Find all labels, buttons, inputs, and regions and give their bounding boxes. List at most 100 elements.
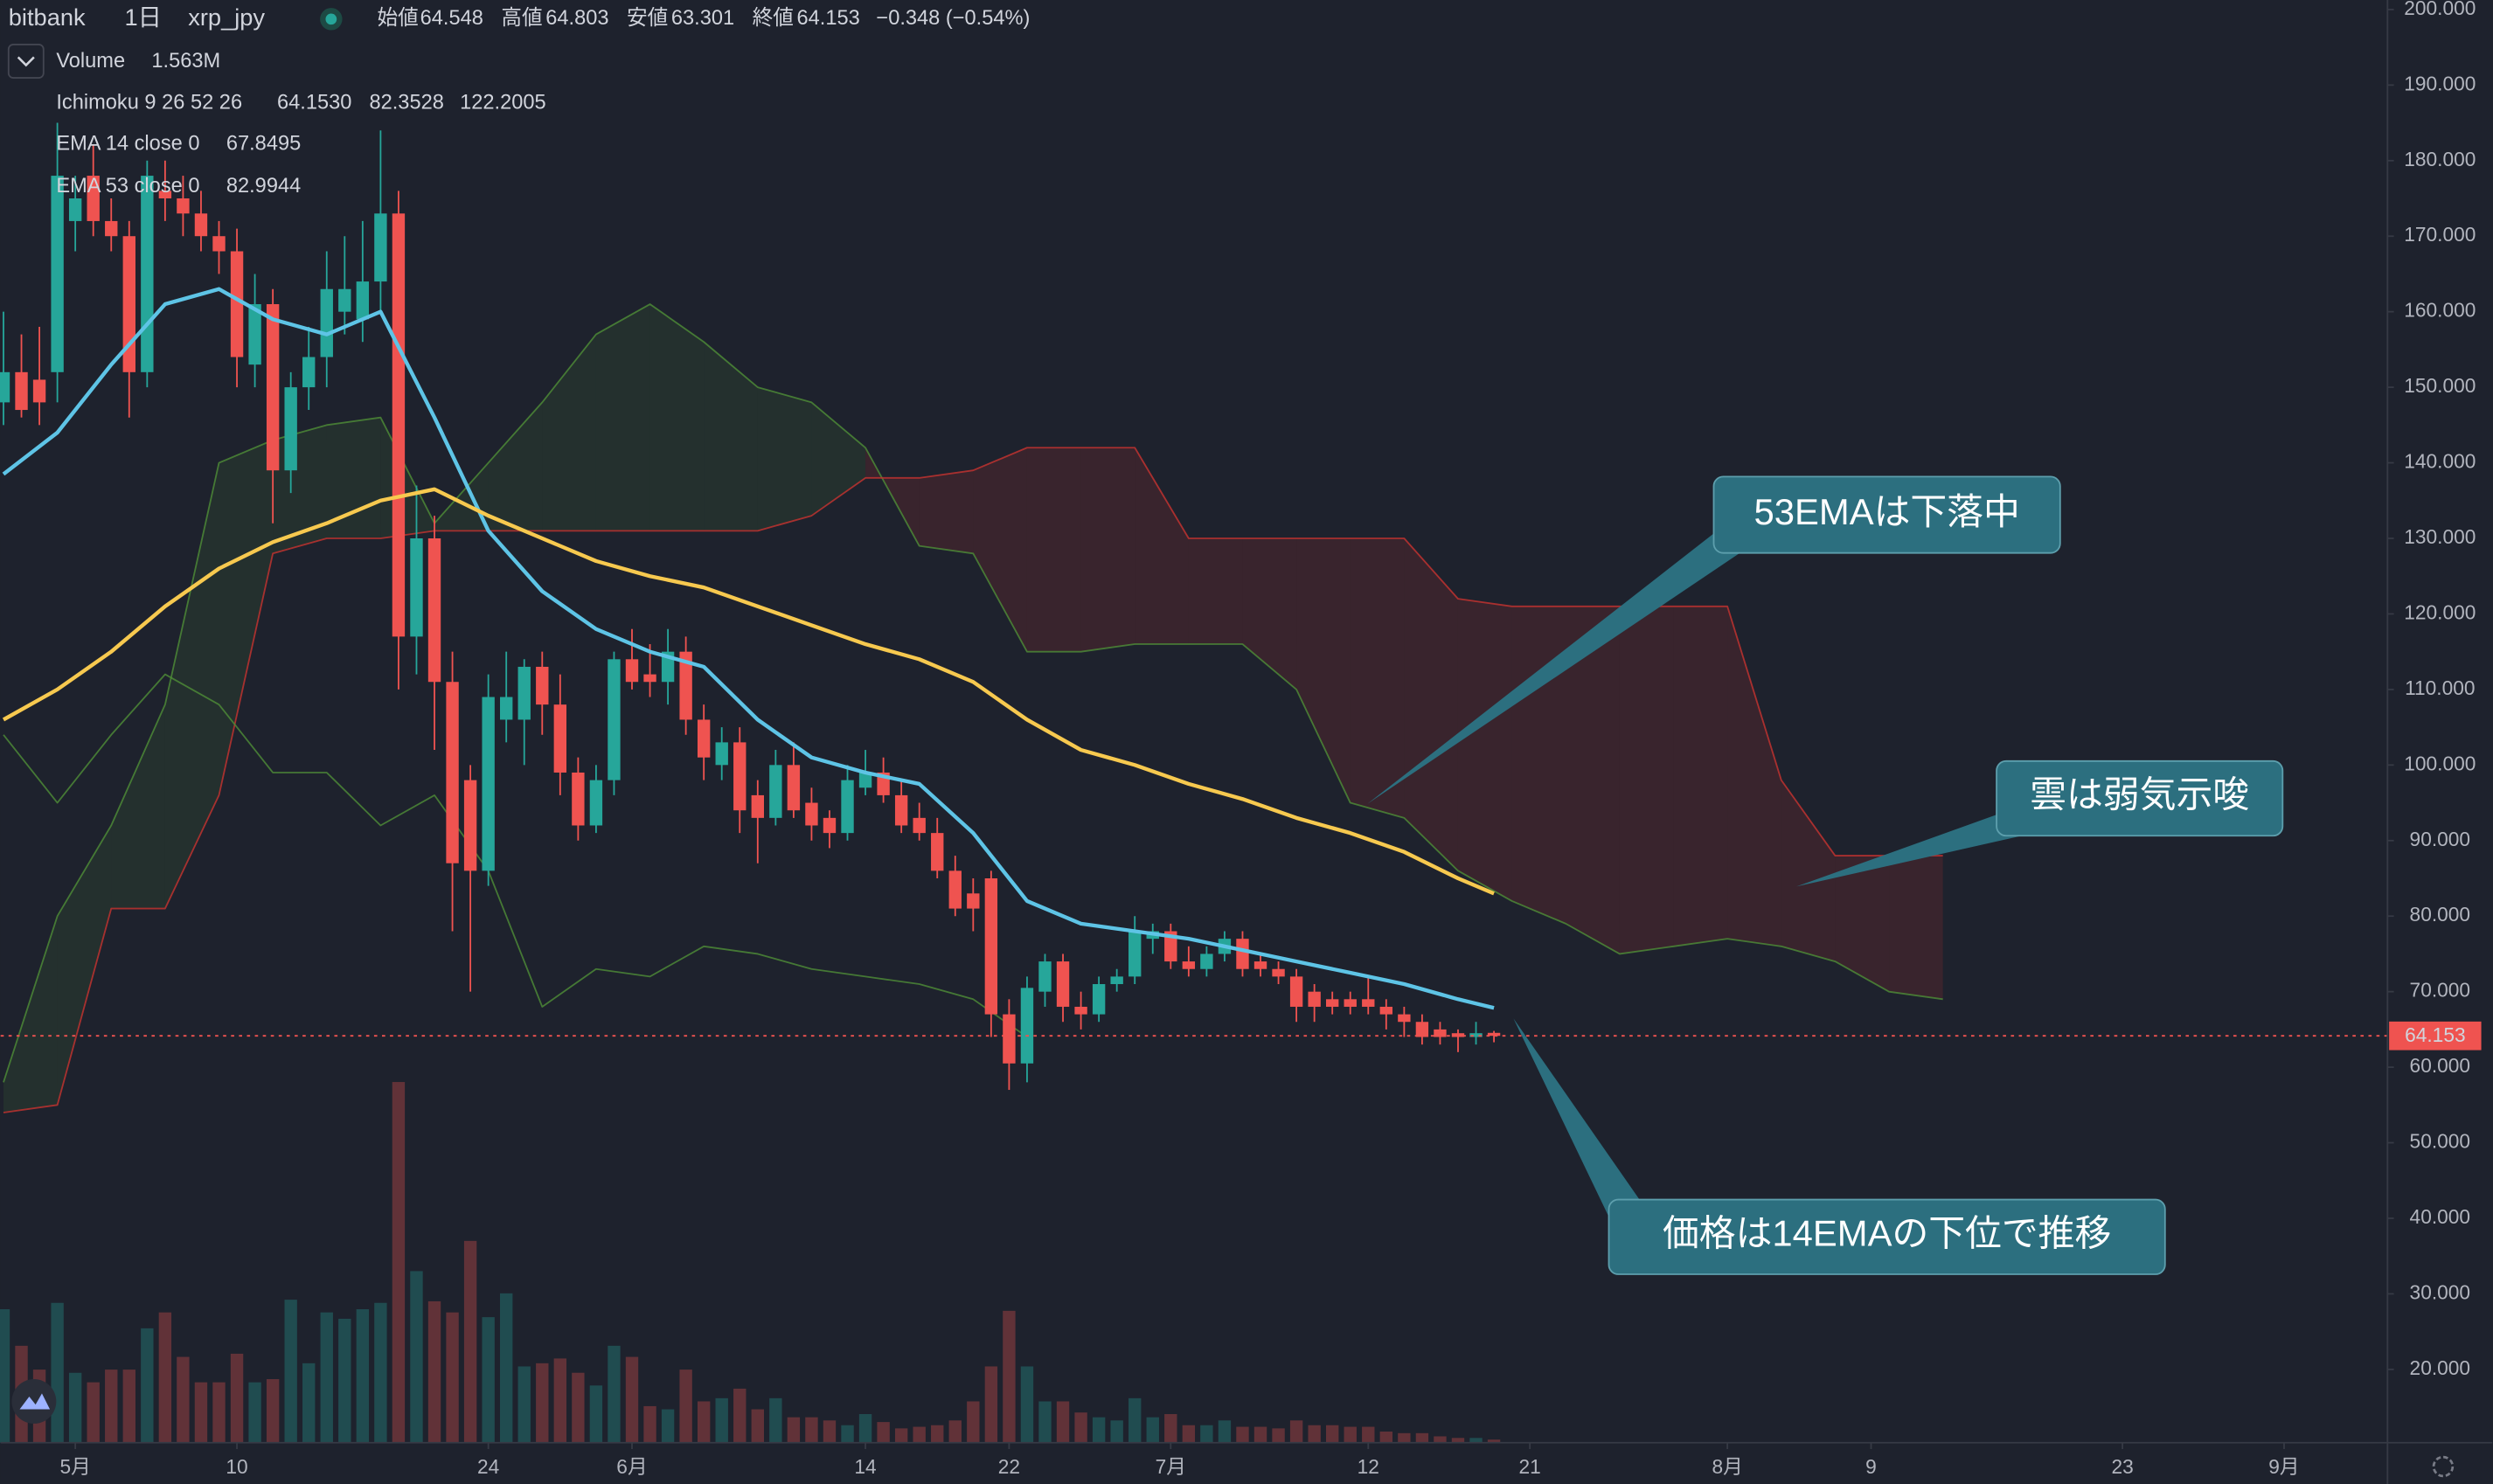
candle-body — [1253, 961, 1267, 969]
volume-bar — [1164, 1414, 1177, 1443]
candle-body — [141, 176, 154, 372]
volume-bar — [194, 1382, 208, 1443]
logo[interactable] — [11, 1379, 57, 1424]
volume-bar — [68, 1372, 82, 1443]
candle-body — [302, 357, 316, 388]
candle-body — [392, 213, 406, 637]
interval[interactable]: 1日 — [125, 3, 162, 31]
candle-body — [1056, 961, 1070, 1007]
volume-bar — [500, 1293, 513, 1443]
candle-body — [517, 666, 531, 720]
volume-bar — [51, 1302, 64, 1443]
cloud-segment — [595, 304, 650, 531]
volume-bar — [1308, 1425, 1321, 1443]
volume-bar — [302, 1363, 316, 1443]
y-tick-label: 160.000 — [2404, 299, 2476, 322]
symbol[interactable]: xrp_jpy — [188, 3, 265, 31]
volume-bar — [212, 1382, 226, 1443]
volume-bar — [158, 1312, 172, 1443]
cloud-segment — [1026, 447, 1081, 652]
cloud-segment — [1619, 606, 1674, 954]
y-tick-label: 100.000 — [2404, 752, 2476, 774]
candle-body — [715, 742, 728, 766]
logo-mark — [19, 1393, 51, 1410]
candle-body — [410, 537, 423, 637]
x-tick-label: 24 — [477, 1455, 499, 1478]
candle-body — [1487, 1032, 1501, 1037]
candle-body — [894, 794, 908, 826]
volume-bar — [230, 1353, 244, 1443]
candle-body — [1415, 1022, 1429, 1037]
volume-bar — [1038, 1401, 1052, 1443]
candle-body — [32, 379, 46, 403]
candle-body — [769, 765, 782, 818]
candle-body — [1236, 939, 1249, 969]
volume-bar — [1092, 1417, 1106, 1443]
volume-bar — [733, 1388, 747, 1443]
volume-bar — [284, 1300, 297, 1443]
candle-body — [0, 371, 10, 403]
close-value: 64.153 — [797, 7, 860, 30]
candle-body — [1110, 976, 1123, 985]
volume-bar — [1110, 1420, 1123, 1443]
volume-bar — [1272, 1428, 1285, 1443]
ichimoku-legend-value: 82.3528 — [369, 91, 443, 114]
ichimoku-layer — [3, 303, 1943, 1113]
y-tick-label: 70.000 — [2410, 979, 2471, 1002]
close-label: 終値 — [753, 6, 794, 30]
candle-body — [338, 288, 351, 312]
candle-body — [643, 674, 656, 683]
volume-bar — [1146, 1417, 1159, 1443]
candle-body — [15, 371, 28, 411]
candle-body — [536, 666, 549, 705]
cloud-segment — [1242, 537, 1297, 690]
y-tick-label: 30.000 — [2410, 1280, 2471, 1303]
candle-body — [1092, 984, 1106, 1015]
volume-bar — [87, 1382, 100, 1443]
candle-body — [1003, 1014, 1016, 1064]
cloud-segment — [1080, 447, 1135, 652]
candle-body — [1182, 961, 1196, 969]
candle-body — [697, 719, 711, 758]
volume-bar — [1218, 1420, 1232, 1443]
candle-body — [482, 697, 495, 871]
volume-bar — [338, 1318, 351, 1443]
candle-body — [356, 281, 370, 320]
candle-body — [194, 213, 208, 237]
volume-bar — [661, 1409, 675, 1443]
candle-body — [751, 794, 764, 818]
volume-bar — [356, 1309, 370, 1443]
callout-text: 価格は14EMAの下位で推移 — [1663, 1212, 2111, 1253]
volume-bar — [1451, 1438, 1465, 1443]
x-tick-label: 12 — [1358, 1455, 1379, 1478]
exchange: bitbank — [9, 3, 86, 31]
collapse-button[interactable] — [7, 43, 45, 79]
volume-bar — [463, 1240, 477, 1443]
volume-bar — [536, 1363, 549, 1443]
cloud-segment — [1889, 856, 1943, 1000]
cloud-segment — [57, 825, 112, 1106]
last-price-tag — [2389, 1021, 2482, 1051]
settings-icon[interactable] — [2432, 1455, 2455, 1478]
candle-body — [553, 704, 567, 773]
candle-body — [1469, 1033, 1483, 1037]
cloud-segment — [1457, 599, 1512, 901]
candle-body — [248, 304, 261, 365]
cloud-segment — [704, 342, 758, 531]
candle-body — [1164, 931, 1177, 962]
candle-body — [805, 802, 818, 826]
volume-bar — [589, 1385, 603, 1443]
volume-bar — [1253, 1426, 1267, 1443]
ichimoku-legend-value: 64.1530 — [277, 91, 351, 114]
candle-body — [284, 387, 297, 471]
volume-bar — [1003, 1310, 1016, 1443]
y-tick-label: 170.000 — [2404, 223, 2476, 246]
volume-bar — [1289, 1420, 1303, 1443]
span-a-line — [3, 303, 1943, 1083]
candle-body — [68, 198, 82, 221]
candle-body — [608, 659, 621, 780]
volume-bar — [643, 1405, 656, 1443]
candle-body — [1362, 999, 1375, 1007]
